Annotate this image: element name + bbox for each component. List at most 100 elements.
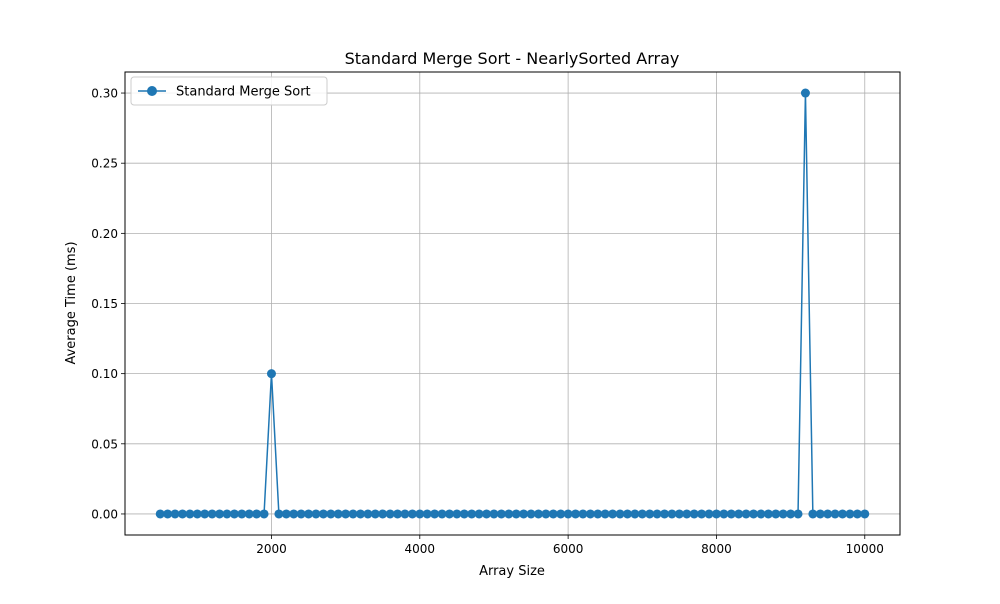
- data-point: [318, 509, 328, 519]
- y-axis-label: Average Time (ms): [64, 241, 79, 364]
- data-point: [615, 509, 625, 519]
- data-point: [585, 509, 595, 519]
- data-point: [304, 509, 314, 519]
- x-tick-label: 10000: [846, 542, 884, 556]
- y-tick-label: 0.10: [91, 367, 118, 381]
- ticks: 2000 4000 6000 8000 10000 0.00 0.05 0.10 0.15 0.2…: [91, 87, 884, 556]
- data-point: [237, 509, 247, 519]
- data-point: [786, 509, 796, 519]
- data-point: [400, 509, 410, 519]
- y-tick-label: 0.30: [91, 87, 118, 101]
- legend-box: [130, 76, 328, 106]
- x-tick-label: 4000: [405, 542, 436, 556]
- data-point: [660, 509, 670, 519]
- data-point: [281, 509, 291, 519]
- legend-marker-swatch: [147, 86, 157, 96]
- data-point: [459, 509, 469, 519]
- data-point: [489, 509, 499, 519]
- chart-title: Standard Merge Sort - NearlySorted Array: [345, 49, 680, 68]
- data-point: [452, 509, 462, 519]
- data-point: [533, 509, 543, 519]
- data-point: [823, 509, 833, 519]
- data-point: [719, 509, 729, 519]
- x-tick-label: 2000: [256, 542, 287, 556]
- legend: Standard Merge Sort: [130, 76, 328, 106]
- data-point: [756, 509, 766, 519]
- data-point: [808, 509, 818, 519]
- data-point: [333, 509, 343, 519]
- y-tick-label: 0.25: [91, 157, 118, 171]
- y-tick-label: 0.20: [91, 227, 118, 241]
- data-point: [771, 509, 781, 519]
- data-point: [622, 509, 632, 519]
- data-point: [800, 88, 810, 98]
- data-point: [422, 509, 432, 519]
- data-point: [852, 509, 862, 519]
- data-point: [355, 509, 365, 519]
- data-point: [726, 509, 736, 519]
- data-point: [289, 509, 299, 519]
- data-point: [474, 509, 484, 519]
- data-point: [519, 509, 529, 519]
- data-point: [311, 509, 321, 519]
- data-point: [674, 509, 684, 519]
- data-point: [600, 509, 610, 519]
- data-point: [578, 509, 588, 519]
- data-point: [652, 509, 662, 519]
- data-point: [541, 509, 551, 519]
- data-point: [385, 509, 395, 519]
- data-point: [511, 509, 521, 519]
- data-point: [177, 509, 187, 519]
- x-axis-label: Array Size: [479, 564, 545, 579]
- y-tick-label: 0.00: [91, 507, 118, 521]
- data-point: [170, 509, 180, 519]
- data-point: [444, 509, 454, 519]
- data-point: [185, 509, 195, 519]
- data-point: [437, 509, 447, 519]
- data-point: [244, 509, 254, 519]
- data-point: [556, 509, 566, 519]
- data-point: [296, 509, 306, 519]
- data-point: [741, 509, 751, 519]
- data-point: [830, 509, 840, 519]
- series-layer: [155, 88, 870, 519]
- data-point: [838, 509, 848, 519]
- data-point: [482, 509, 492, 519]
- data-point: [222, 509, 232, 519]
- data-point: [637, 509, 647, 519]
- data-point: [207, 509, 217, 519]
- data-point: [378, 509, 388, 519]
- data-point: [496, 509, 506, 519]
- data-point: [526, 509, 536, 519]
- data-point: [571, 509, 581, 519]
- data-point: [252, 509, 262, 519]
- data-point: [259, 509, 269, 519]
- x-tick-label: 8000: [701, 542, 732, 556]
- y-tick-label: 0.05: [91, 437, 118, 451]
- data-point: [608, 509, 618, 519]
- data-point: [504, 509, 514, 519]
- data-point: [845, 509, 855, 519]
- data-point: [563, 509, 573, 519]
- data-point: [860, 509, 870, 519]
- data-point: [348, 509, 358, 519]
- data-point: [749, 509, 759, 519]
- data-point: [326, 509, 336, 519]
- legend-label: Standard Merge Sort: [176, 85, 311, 100]
- data-point: [192, 509, 202, 519]
- data-point: [778, 509, 788, 519]
- data-point: [689, 509, 699, 519]
- data-point: [407, 509, 417, 519]
- data-point: [430, 509, 440, 519]
- x-tick-label: 6000: [553, 542, 584, 556]
- data-point: [467, 509, 477, 519]
- data-point: [548, 509, 558, 519]
- data-point: [763, 509, 773, 519]
- data-point: [815, 509, 825, 519]
- data-point: [200, 509, 210, 519]
- data-point: [697, 509, 707, 519]
- data-point: [793, 509, 803, 519]
- data-point: [682, 509, 692, 519]
- data-point: [274, 509, 284, 519]
